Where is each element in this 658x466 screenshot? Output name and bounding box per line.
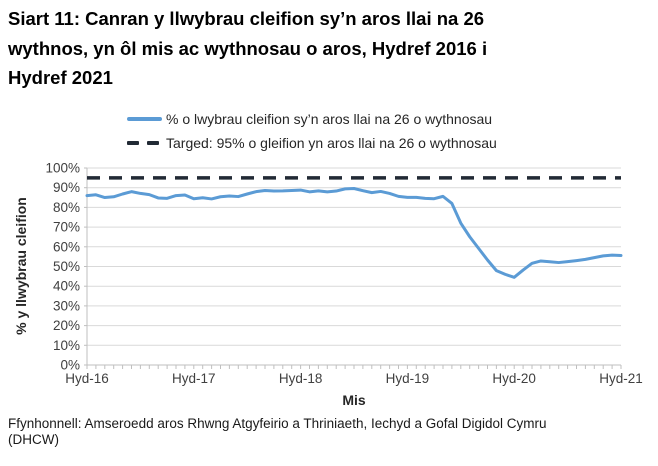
y-tick-label: 100% <box>45 161 80 176</box>
x-tick-label: Hyd-19 <box>386 371 430 386</box>
page-title-line-1: Siart 11: Canran y llwybrau cleifion sy’… <box>8 8 485 29</box>
series-line <box>85 186 623 279</box>
y-tick-label: 70% <box>53 220 80 235</box>
y-tick-label: 10% <box>53 338 80 353</box>
legend-item-series: % o lwybrau cleifion sy’n aros llai na 2… <box>127 107 497 131</box>
y-tick-label: 40% <box>53 279 80 294</box>
y-tick-label: 90% <box>53 180 80 195</box>
source-line-2: (DHCW) <box>8 431 59 447</box>
y-tick-label: 20% <box>53 318 80 333</box>
page-title: Siart 11: Canran y llwybrau cleifion sy’… <box>8 4 640 93</box>
y-tick-label: 60% <box>53 239 80 254</box>
y-tick-label: 80% <box>53 200 80 215</box>
legend-item-target: Targed: 95% o gleifion yn aros llai na 2… <box>127 131 497 155</box>
y-tick-label: 0% <box>60 358 80 373</box>
source-note: Ffynhonnell: Amseroedd aros Rhwng Atgyfe… <box>8 416 656 447</box>
x-axis-title: Mis <box>342 392 366 408</box>
x-tick-label: Hyd-18 <box>279 371 323 386</box>
series-line-icon <box>127 117 162 121</box>
y-tick-label: 50% <box>53 259 80 274</box>
legend-series-label: % o lwybrau cleifion sy’n aros llai na 2… <box>166 111 493 127</box>
x-tick-label: Hyd-16 <box>65 371 109 386</box>
chart-legend: % o lwybrau cleifion sy’n aros llai na 2… <box>127 107 497 155</box>
target-dash-icon <box>127 141 162 145</box>
x-tick-label: Hyd-21 <box>599 371 643 386</box>
legend-target-label: Targed: 95% o gleifion yn aros llai na 2… <box>166 135 497 151</box>
x-tick-label: Hyd-20 <box>492 371 536 386</box>
page-title-line-3: Hydref 2021 <box>8 67 113 88</box>
x-tick-label: Hyd-17 <box>172 371 216 386</box>
y-tick-label: 30% <box>53 298 80 313</box>
source-line-1: Ffynhonnell: Amseroedd aros Rhwng Atgyfe… <box>8 416 547 431</box>
page-title-line-2: wythnos, yn ôl mis ac wythnosau o aros, … <box>8 37 488 59</box>
